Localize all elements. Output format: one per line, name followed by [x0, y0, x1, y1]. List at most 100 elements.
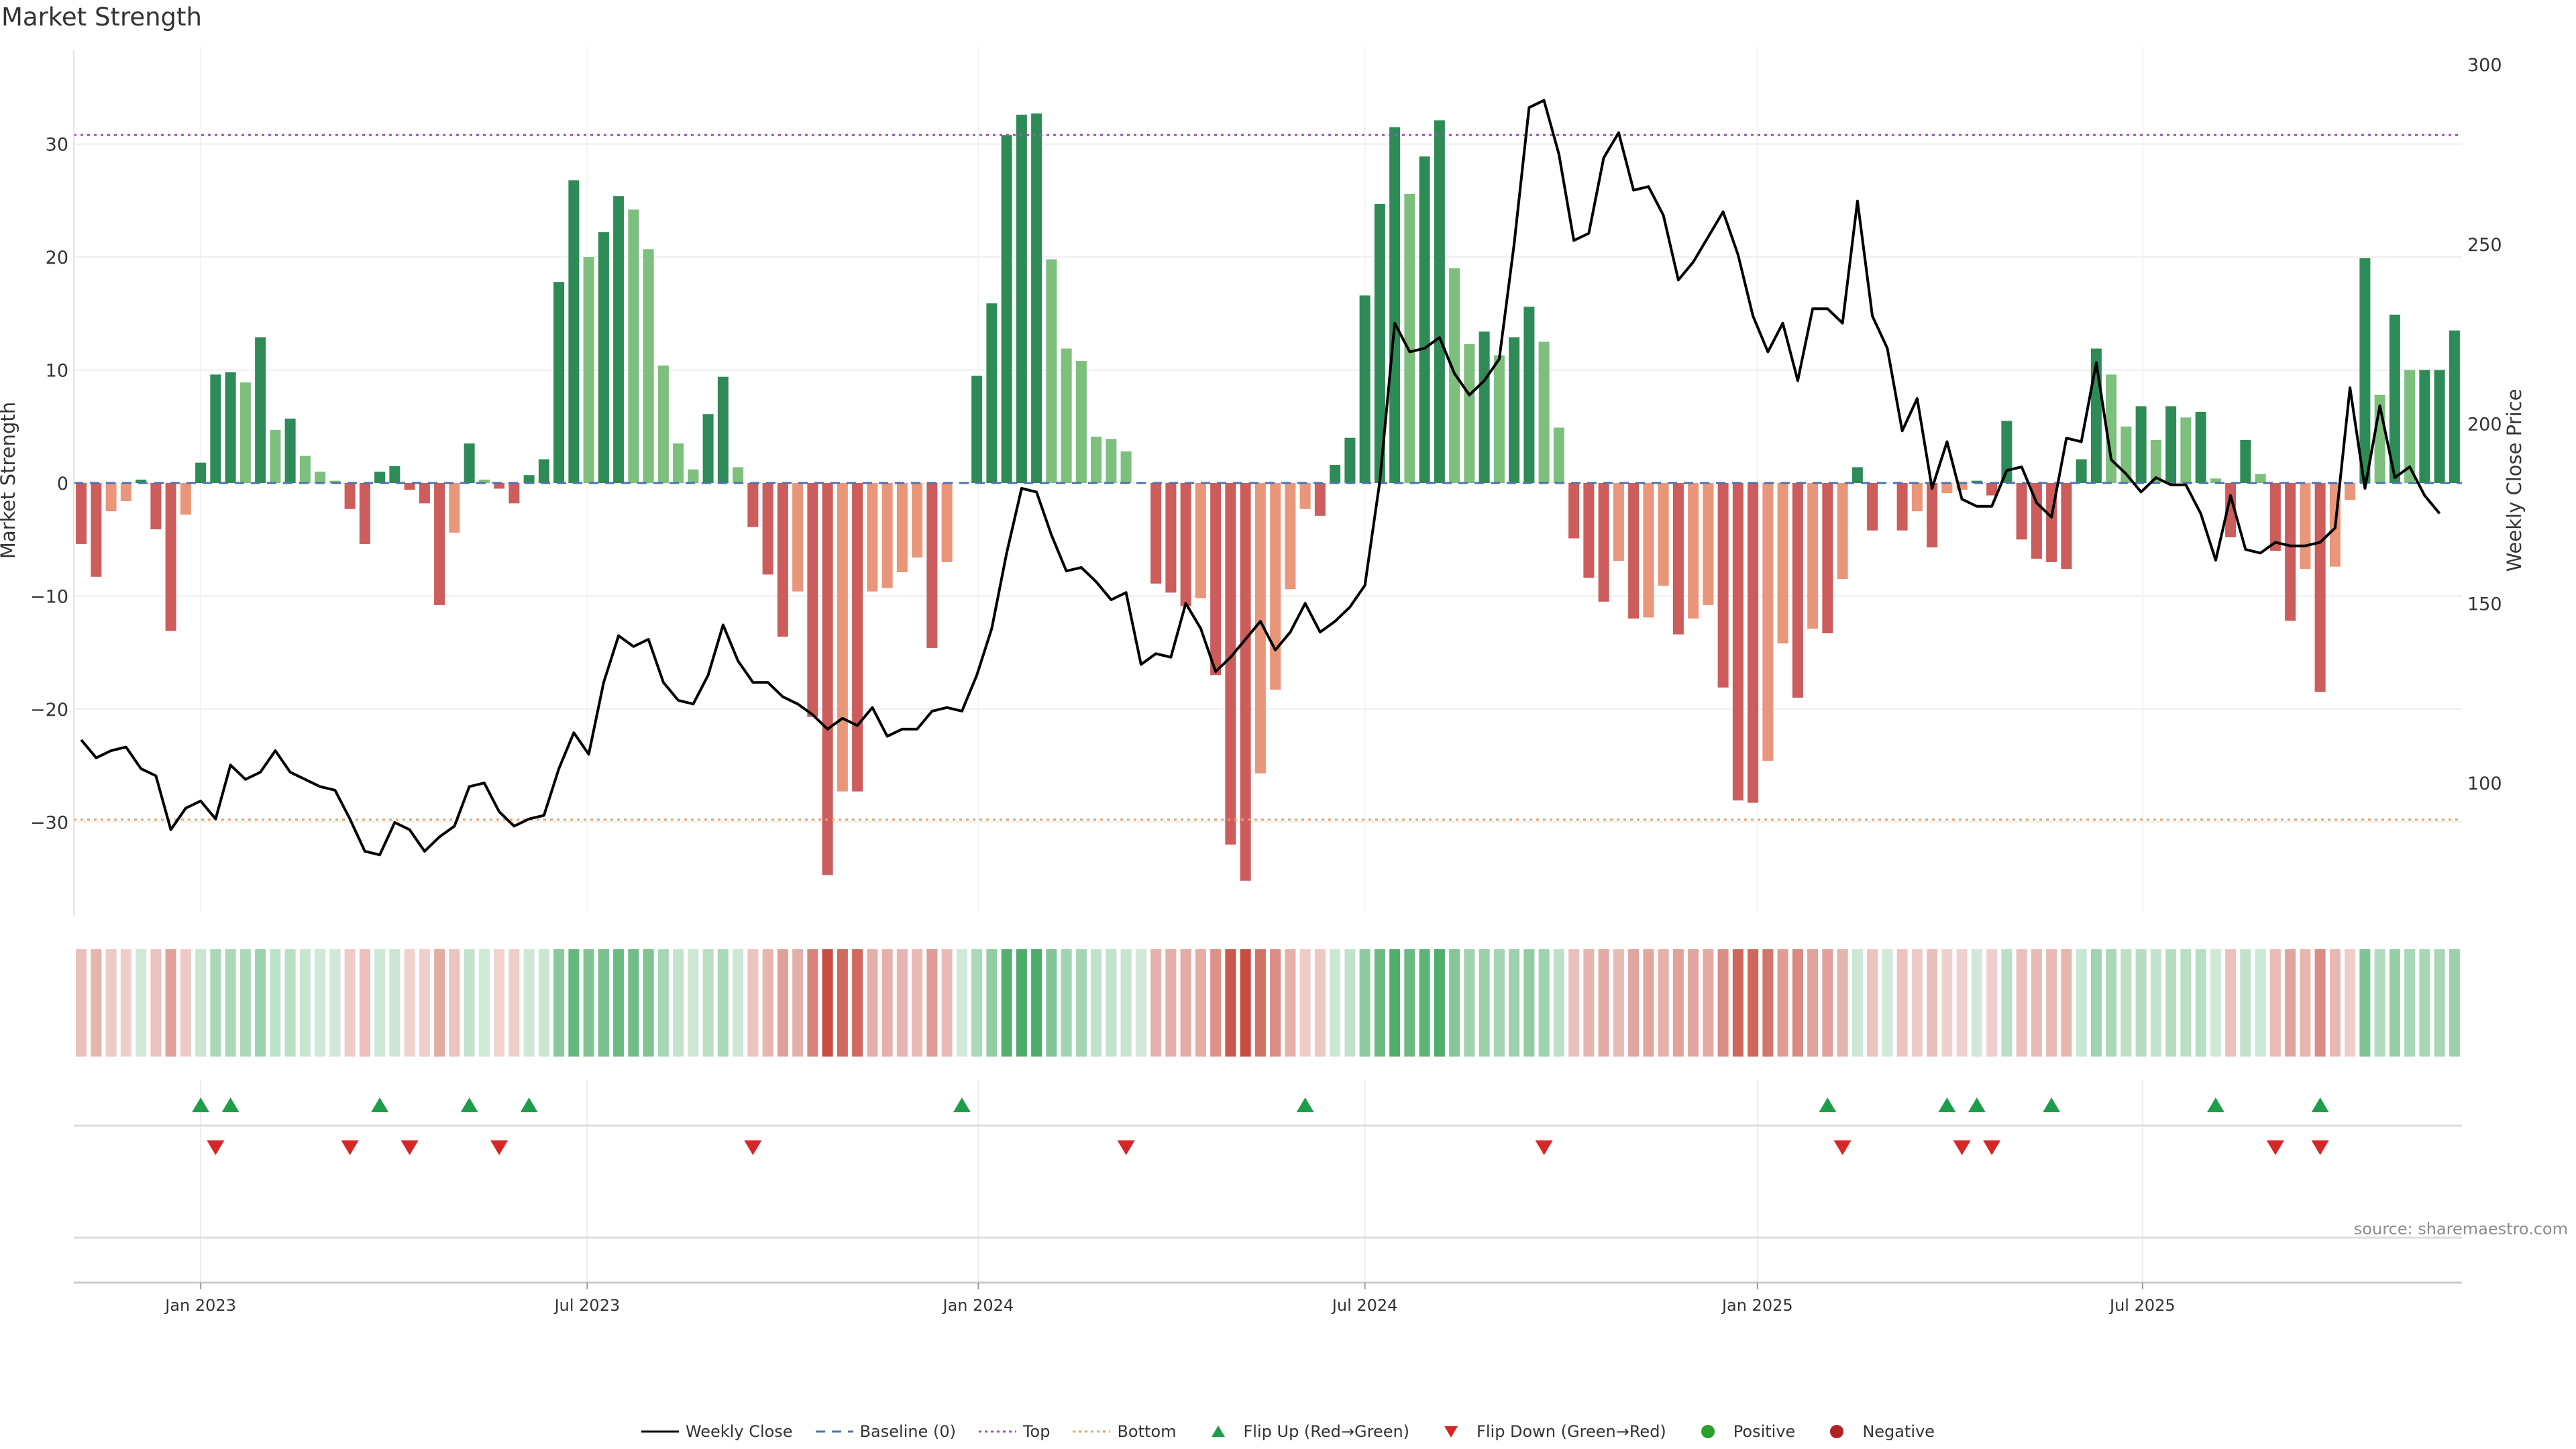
legend-label: Baseline (0) — [859, 1422, 956, 1441]
heat-cell — [284, 949, 296, 1057]
strength-bar — [733, 467, 744, 483]
heat-cell — [2240, 949, 2251, 1057]
heat-cell — [747, 949, 759, 1057]
heat-cell — [912, 949, 923, 1057]
strength-bar — [643, 249, 654, 483]
strength-bar — [1703, 483, 1714, 605]
heat-cell — [1493, 949, 1505, 1057]
heat-cell — [1643, 949, 1654, 1057]
heat-cell — [553, 949, 565, 1057]
heat-cell — [657, 949, 669, 1057]
heat-cell — [150, 949, 162, 1057]
y-axis-label: Market Strength — [0, 402, 19, 559]
heat-cell — [1165, 949, 1177, 1057]
heat-cell — [2090, 949, 2102, 1057]
strength-bar — [359, 483, 370, 544]
heat-cell — [494, 949, 505, 1057]
strength-bar — [1374, 204, 1385, 483]
heat-cell — [2269, 949, 2281, 1057]
strength-bar — [837, 483, 848, 792]
strength-bar — [1404, 193, 1415, 483]
strength-bar — [1509, 337, 1520, 483]
heat-cell — [2419, 949, 2430, 1057]
axes-layer: −30 −20 −10 0 10 20 30 100 150 200 250 300 Jan 2023 J… — [30, 50, 2502, 1315]
strength-bar — [1523, 307, 1535, 483]
heat-cell — [2076, 949, 2087, 1057]
strength-bar — [1956, 483, 1968, 490]
heat-cell — [1523, 949, 1535, 1057]
heat-cell — [1240, 949, 1251, 1057]
strength-bar — [926, 483, 938, 648]
strength-bar — [896, 483, 908, 573]
legend-item: Top — [978, 1422, 1050, 1441]
strength-bar — [1464, 343, 1475, 483]
weekly-close-line — [80, 99, 2441, 857]
legend-item: Flip Up (Red→Green) — [1199, 1422, 1409, 1441]
legend-item: Positive — [1689, 1422, 1795, 1441]
strength-bar — [404, 483, 415, 490]
x-tick-label: Jul 2024 — [1331, 1296, 1398, 1315]
heat-cell — [2210, 949, 2221, 1057]
heat-cell — [2165, 949, 2177, 1057]
strength-bar — [2165, 406, 2177, 483]
heat-cell — [344, 949, 356, 1057]
strength-bar — [1091, 436, 1102, 483]
heat-cell — [165, 949, 176, 1057]
heat-cell — [359, 949, 370, 1057]
strength-bar — [1598, 483, 1609, 602]
flip-up-marker — [371, 1097, 389, 1112]
heat-cell — [1046, 949, 1057, 1057]
heat-strip — [76, 949, 2460, 1057]
flip-up-marker — [1296, 1097, 1314, 1112]
flip-up-marker — [460, 1097, 478, 1112]
strength-bar — [1165, 483, 1177, 593]
legend-symbol — [978, 1430, 1016, 1433]
strength-bar — [523, 475, 535, 483]
grid-layer — [74, 47, 2462, 1283]
heat-cell — [717, 949, 729, 1057]
flip-up-marker — [192, 1097, 210, 1112]
y2-axis-label: Weekly Close Price — [2503, 389, 2526, 572]
heat-cell — [1464, 949, 1475, 1057]
heat-cell — [2300, 949, 2311, 1057]
x-tick-label: Jan 2023 — [164, 1296, 236, 1315]
heat-cell — [1135, 949, 1146, 1057]
heat-cell — [2180, 949, 2192, 1057]
strength-bar — [255, 337, 266, 483]
heat-cell — [2314, 949, 2326, 1057]
strength-bar — [1777, 483, 1788, 644]
flip-up-marker — [953, 1097, 971, 1112]
heat-cell — [702, 949, 714, 1057]
strength-bar — [1031, 113, 1042, 483]
strength-bar — [150, 483, 162, 530]
strength-bar — [1479, 331, 1490, 483]
flip-markers — [192, 1097, 2329, 1155]
flip-down-marker — [490, 1140, 508, 1155]
strength-bar — [2255, 474, 2266, 483]
strength-bar — [1344, 437, 1356, 483]
heat-cell — [1225, 949, 1236, 1057]
strength-bar — [628, 209, 639, 483]
heat-cell — [1270, 949, 1281, 1057]
strength-bar — [1330, 465, 1341, 483]
flip-up-marker — [2311, 1097, 2329, 1112]
heat-cell — [1419, 949, 1430, 1057]
strength-bar — [2225, 483, 2237, 537]
strength-bar — [1075, 361, 1087, 483]
heat-cell — [1359, 949, 1371, 1057]
strength-bar — [329, 480, 341, 483]
strength-bar — [1314, 483, 1326, 516]
strength-bar — [508, 483, 520, 504]
legend-symbol — [1211, 1426, 1225, 1437]
heat-cell — [1658, 949, 1669, 1057]
heat-cell — [315, 949, 326, 1057]
heat-cell — [1001, 949, 1012, 1057]
strength-bar — [1658, 483, 1669, 586]
heat-cell — [568, 949, 580, 1057]
heat-cell — [1628, 949, 1640, 1057]
strength-bar — [762, 483, 773, 575]
heat-cell — [389, 949, 400, 1057]
strength-bar — [494, 483, 505, 489]
strength-bar — [1927, 483, 1938, 547]
heat-cell — [449, 949, 460, 1057]
